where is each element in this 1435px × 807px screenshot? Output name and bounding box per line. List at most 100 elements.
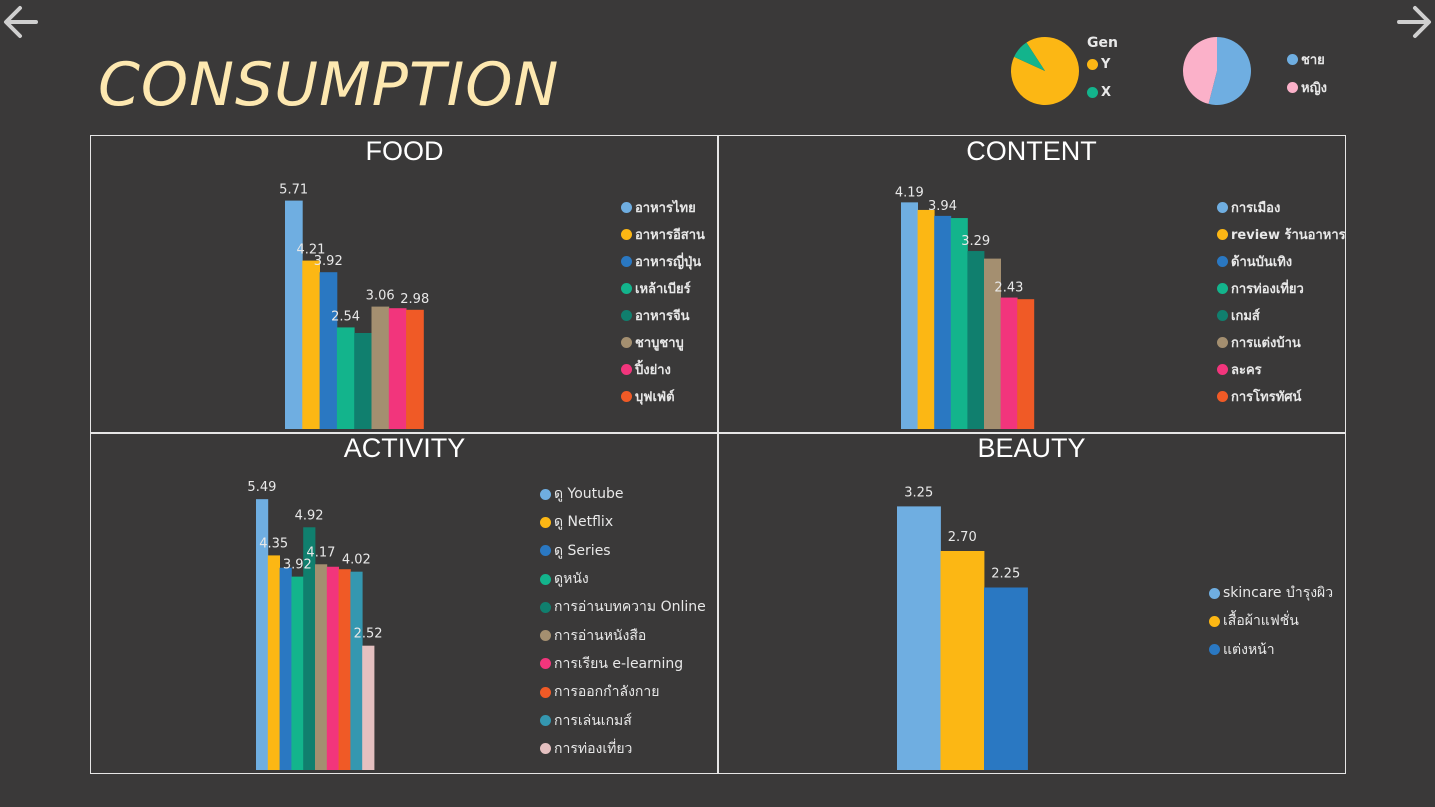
legend-item: แต่งหน้า [1209,636,1333,664]
activity-panel: ACTIVITY 5.49 4.35 3.92 4.92 4.17 4.02 2.52 ดู… [90,432,719,774]
legend-dot [621,256,632,267]
gen-legend-item-x: X [1087,85,1111,100]
bar-2 [940,551,985,770]
beauty-chart-title: BEAUTY [977,433,1086,463]
bar-9 [350,571,363,770]
legend-item: การท่องเที่ยว [540,735,706,763]
forward-button[interactable] [1391,0,1435,44]
legend-item: ปิ้งย่าง [621,356,705,383]
data-label: 3.25 [904,485,933,500]
bar-5 [303,527,316,770]
legend-label: ดู Series [554,542,611,559]
legend-label: อาหารไทย [635,201,696,216]
food-panel: FOOD 5.71 4.21 3.92 2.54 3.06 2.98 อาหารไทย อา… [90,135,719,434]
data-label: 2.70 [948,530,977,545]
legend-label: บุฟเฟ่ต์ [635,390,675,405]
legend-label: เสื้อผ้าแฟชั่น [1223,613,1299,630]
data-label: 4.35 [259,536,288,551]
legend-label: การเล่นเกมส์ [554,712,632,729]
back-button[interactable] [0,0,44,44]
legend-label: อาหารญี่ปุ่น [635,255,702,270]
legend-dot [540,686,551,698]
legend-label: เหล้าเบียร์ [635,282,691,297]
legend-item: อาหารไทย [621,194,705,221]
gender-legend-item-female: หญิง [1287,77,1327,98]
page-title: CONSUMPTION [98,50,560,120]
gen-legend-item-y: Y [1087,57,1110,72]
gen-pie-chart [1011,37,1079,105]
legend-dot [540,658,551,670]
bar-10 [362,645,375,770]
legend-label: ดูหนัง [554,571,589,588]
data-label: 2.43 [994,281,1023,296]
legend-item: ดู Youtube [540,480,706,508]
data-label: 3.94 [928,199,957,214]
legend-dot [540,743,551,755]
legend-label: ชาย [1301,53,1325,68]
legend-dot [540,545,551,557]
bar-2 [917,209,935,429]
legend-dot [1287,82,1298,93]
legend-dot [1209,644,1220,656]
legend-dot [540,573,551,585]
legend-label: อาหารจีน [635,309,690,324]
legend-label: ชาบูชาบู [635,336,684,351]
bar-6 [984,258,1001,429]
pie-slice-ชาย [1208,37,1251,106]
legend-label: การเรียน e-learning [554,655,684,672]
data-label: 3.06 [366,289,395,304]
legend-item: การอ่านหนังสือ [540,621,706,649]
bar-3 [279,567,292,770]
legend-label: ดู Netflix [554,514,614,531]
bar-1 [285,200,303,429]
legend-dot [1217,229,1228,240]
data-label: 4.92 [295,508,324,523]
legend-dot [621,283,632,294]
legend-item: การออกกำลังกาย [540,678,706,706]
bar-4 [291,576,304,770]
legend-dot [1209,587,1220,599]
legend-label: การเมือง [1231,201,1281,216]
legend-dot [1217,391,1228,402]
content-panel: CONTENT 4.19 3.94 3.29 2.43 การเมือง review … [717,135,1346,434]
legend-dot [1087,87,1098,98]
legend-dot [1217,310,1228,321]
legend-item: การเรียน e-learning [540,650,706,678]
gen-legend-title: Gen [1087,35,1118,51]
legend-label: ดู Youtube [554,486,624,503]
legend-dot [540,488,551,500]
legend-item: บุฟเฟ่ต์ [621,383,705,410]
legend-item: ดู Series [540,537,706,565]
bar-4 [336,327,355,429]
legend-dot [621,310,632,321]
legend-label: X [1101,85,1112,100]
legend-label: หญิง [1301,81,1327,96]
legend-item: ดู Netflix [540,508,706,536]
legend-label: เกมส์ [1231,309,1260,324]
bar-3 [319,272,338,429]
content-chart-title: CONTENT [966,136,1097,166]
legend-dot [1087,59,1098,70]
gender-pie-chart [1183,37,1251,106]
legend-dot [1287,54,1298,65]
legend-dot [621,337,632,348]
legend-dot [540,715,551,727]
legend-label: review ร้านอาหาร [1231,228,1346,243]
legend-item: review ร้านอาหาร [1217,221,1346,248]
pie-slice-X [1014,42,1045,71]
legend-item: การอ่านบทความ Online [540,593,706,621]
bar-1 [897,506,941,770]
bar-5 [354,333,372,429]
data-label: 2.54 [331,309,360,324]
bar-1 [256,499,269,770]
legend-item: การเมือง [1217,194,1346,221]
legend-dot [540,630,551,642]
legend-item: อาหารจีน [621,302,705,329]
legend-dot [1217,256,1228,267]
pie-slice-หญิง [1183,37,1217,104]
bar-8 [406,309,424,429]
legend-dot [1217,202,1228,213]
food-bar-chart: 5.71 4.213.92 2.54 3.06 2.98 [279,183,429,429]
legend-item: เหล้าเบียร์ [621,275,705,302]
legend-label: การท่องเที่ยว [554,740,633,757]
